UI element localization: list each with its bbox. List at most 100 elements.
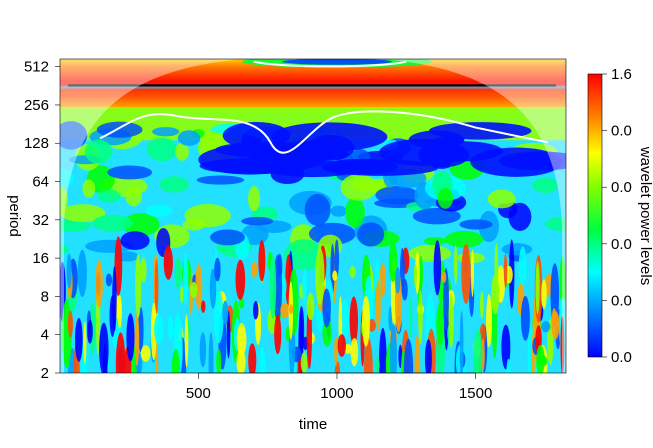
- fine-streak: [501, 324, 511, 370]
- fine-streak: [252, 301, 259, 320]
- y-tick-label: 64: [32, 174, 49, 191]
- power-blob: [330, 205, 347, 217]
- fine-streak: [180, 285, 184, 304]
- fine-streak: [102, 343, 108, 373]
- power-blob: [444, 231, 484, 248]
- fine-streak: [322, 288, 331, 328]
- fine-streak: [366, 290, 375, 302]
- fine-streak: [375, 279, 381, 331]
- power-blob: [340, 173, 377, 201]
- fine-streak: [87, 319, 93, 344]
- fine-streak: [503, 253, 508, 288]
- fine-streak: [109, 295, 116, 338]
- fine-streak: [374, 357, 380, 373]
- legend-tick-label: 0.0: [611, 349, 632, 366]
- power-blob: [508, 202, 532, 232]
- fine-streak: [441, 271, 447, 283]
- fine-streak: [117, 294, 122, 329]
- fine-streak: [154, 259, 159, 315]
- fine-streak: [174, 257, 182, 289]
- fine-streak: [199, 332, 207, 368]
- fine-streak: [334, 239, 340, 278]
- legend-tick-label: 0.0: [611, 292, 632, 309]
- fine-streak: [551, 311, 560, 340]
- fine-streak: [443, 268, 449, 332]
- power-blob: [60, 204, 106, 223]
- low-power-blob: [199, 157, 309, 175]
- fine-streak: [189, 282, 198, 298]
- fine-streak: [518, 246, 527, 286]
- y-tick-label: 8: [41, 288, 49, 305]
- fine-streak: [183, 252, 189, 306]
- power-blob: [145, 204, 173, 218]
- fine-streak: [216, 349, 222, 373]
- fine-streak: [306, 292, 315, 321]
- power-blob: [92, 214, 133, 232]
- fine-streak: [150, 302, 157, 361]
- fine-streak: [433, 240, 442, 296]
- fine-streak: [163, 245, 173, 280]
- power-blob: [248, 185, 261, 212]
- fine-streak: [184, 314, 189, 368]
- fine-streak: [559, 256, 566, 310]
- fine-streak: [414, 335, 421, 373]
- fine-streak: [115, 332, 126, 373]
- top-low-patch: [281, 59, 392, 65]
- power-blob: [97, 189, 121, 203]
- fine-streak: [208, 332, 214, 373]
- y-tick-label: 2: [41, 365, 49, 382]
- fine-streak: [259, 347, 266, 373]
- fine-streak: [226, 310, 231, 359]
- fine-streak: [236, 323, 247, 356]
- fine-streak: [436, 301, 445, 346]
- power-blob: [60, 121, 88, 150]
- legend-tick-label: 1.6: [611, 66, 632, 83]
- power-blob: [501, 243, 533, 256]
- fine-streak: [401, 278, 408, 301]
- fine-streak: [285, 326, 290, 342]
- significance-contour: [99, 110, 548, 154]
- fine-streak: [535, 261, 540, 315]
- fine-streak: [394, 266, 401, 294]
- x-axis-label: time: [299, 416, 327, 433]
- y-tick-label: 512: [24, 59, 49, 76]
- fine-streak: [140, 257, 147, 283]
- power-blob: [60, 168, 74, 188]
- fine-streak: [418, 255, 424, 290]
- fine-streak: [280, 302, 290, 319]
- power-blob: [423, 237, 448, 246]
- fine-streak: [114, 236, 123, 296]
- power-blob: [107, 165, 153, 180]
- legend-title: wavelet power levels: [637, 146, 653, 285]
- fine-streak: [137, 307, 144, 353]
- legend-tick-label: 0.0: [611, 236, 632, 253]
- color-legend: 1.6 0.0 0.0 0.0 0.0 0.0 wavelet power levels: [587, 66, 653, 366]
- y-tick-label: 4: [41, 327, 49, 344]
- fine-streak: [506, 358, 511, 373]
- fine-streak: [135, 253, 142, 318]
- power-blob: [84, 139, 113, 164]
- legend-tick-label: 0.0: [611, 179, 632, 196]
- power-blob: [412, 207, 461, 225]
- fine-streak: [350, 337, 359, 367]
- fine-streak: [258, 240, 266, 282]
- fine-streak: [77, 249, 87, 298]
- fine-streak: [388, 306, 393, 331]
- fine-streak: [134, 312, 140, 367]
- fine-streak: [251, 261, 258, 279]
- low-power-blob: [417, 142, 470, 168]
- power-blob: [60, 219, 91, 232]
- fine-streak: [154, 313, 164, 345]
- fine-streak: [541, 321, 551, 333]
- power-blob: [196, 175, 245, 185]
- fine-streak: [274, 314, 282, 355]
- power-blob: [82, 179, 96, 198]
- y-tick-label: 256: [24, 97, 49, 114]
- power-blob: [487, 189, 516, 209]
- fine-streak: [300, 352, 308, 373]
- low-power-blob: [323, 158, 398, 175]
- fine-streak: [378, 327, 387, 373]
- power-blob: [152, 127, 180, 137]
- y-axis-label: period: [6, 195, 23, 237]
